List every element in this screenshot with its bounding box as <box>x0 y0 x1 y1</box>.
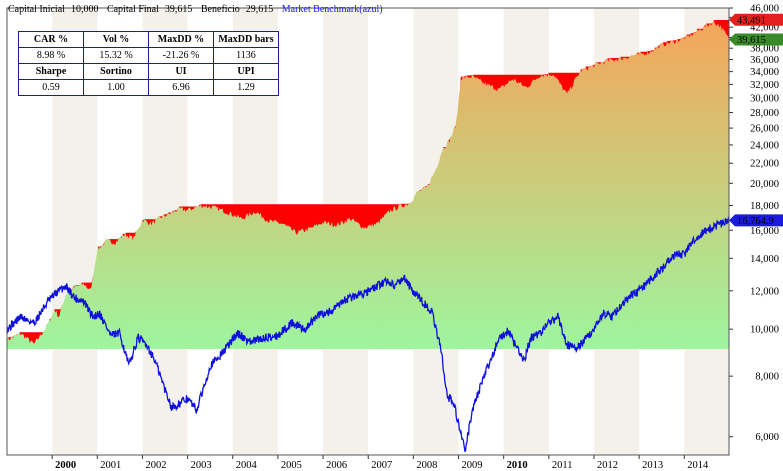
stat-label-maxdd: MaxDD % <box>148 31 214 48</box>
capital-inicial-value: 10,000 <box>70 4 99 15</box>
y-axis: 6,000 8,000 10,000 12,000 14,000 16,000 18,000… <box>729 4 779 443</box>
x-tick-label: 2001 <box>100 460 121 471</box>
peak-last-label-bg <box>729 13 783 26</box>
stat-label-sharpe: Sharpe <box>18 63 84 80</box>
x-tick-label: 2002 <box>145 460 166 471</box>
y-tick-label: 42,000 <box>750 23 779 34</box>
y-tick-label: 30,000 <box>750 93 779 104</box>
stat-value-ui: 6.96 <box>148 79 214 96</box>
summary-header: Capital Inicial 10,000 Capital Final 39,61… <box>8 4 389 15</box>
peak-last-label: 43,491 <box>737 15 766 26</box>
stat-label-maxdd-bars: MaxDD bars <box>213 31 279 48</box>
x-tick-label: 2005 <box>281 460 302 471</box>
x-tick-label: 2010 <box>507 460 528 471</box>
stat-value-maxdd: -21.26 % <box>148 47 214 64</box>
y-tick-label: 16,000 <box>750 226 779 237</box>
stat-value-sortino: 1.00 <box>83 79 149 96</box>
y-tick-label: 32,000 <box>750 80 779 91</box>
y-tick-label: 6,000 <box>755 432 779 443</box>
x-tick-label: 2007 <box>371 460 392 471</box>
x-tick-label: 2012 <box>597 460 618 471</box>
y-tick-label: 20,000 <box>750 179 779 190</box>
x-tick-label: 2013 <box>642 460 663 471</box>
stat-label-vol: Vol % <box>83 31 149 48</box>
stat-label-upi: UPI <box>213 63 279 80</box>
x-tick-label: 2006 <box>326 460 347 471</box>
benchmark-line <box>7 216 729 453</box>
y-tick-label: 10,000 <box>750 325 779 336</box>
x-tick-label: 2000 <box>55 460 76 471</box>
y-tick-label: 14,000 <box>750 254 779 265</box>
capital-final-label: Capital Final <box>106 4 159 15</box>
y-tick-label: 36,000 <box>750 55 779 66</box>
stats-table: CAR % Vol % MaxDD % MaxDD bars 8.98 % 15… <box>18 31 279 96</box>
x-tick-label: 2009 <box>462 460 483 471</box>
x-tick-label: 2008 <box>416 460 437 471</box>
y-tick-label: 34,000 <box>750 67 779 78</box>
y-tick-label: 24,000 <box>750 140 779 151</box>
beneficio-label: Beneficio <box>200 4 240 15</box>
y-tick-label: 38,000 <box>750 44 779 55</box>
y-tick-label: 26,000 <box>750 124 779 135</box>
stat-value-maxdd-bars: 1136 <box>213 47 279 64</box>
plot-area <box>7 20 729 453</box>
stat-label-ui: UI <box>148 63 214 80</box>
plot-frame <box>6 7 730 456</box>
stat-value-car: 8.98 % <box>18 47 84 64</box>
y-tick-label: 8,000 <box>755 372 779 383</box>
y-tick-label: 46,000 <box>750 4 779 15</box>
benchmark-last-label: 16,764.9 <box>737 216 774 227</box>
capital-final-value: 39,615 <box>164 4 193 15</box>
beneficio-value: 29,615 <box>245 4 274 15</box>
equity-last-label-bg <box>729 33 783 46</box>
y-tick-label: 12,000 <box>750 286 779 297</box>
benchmark-last-label-bg <box>729 214 783 227</box>
equity-last-label: 39,615 <box>737 35 766 46</box>
x-tick-label: 2014 <box>687 460 709 471</box>
y-tick-label: 28,000 <box>750 108 779 119</box>
stat-value-vol: 15.32 % <box>83 47 149 64</box>
stat-label-sortino: Sortino <box>83 63 149 80</box>
x-tick-label: 2004 <box>236 460 258 471</box>
x-axis: 2000 2001 2002 2003 2004 2005 2006 2007 2008 2009… <box>51 455 709 471</box>
equity-area-fill <box>7 20 729 350</box>
stat-label-car: CAR % <box>18 31 84 48</box>
x-tick-label: 2011 <box>552 460 573 471</box>
y-tick-label: 18,000 <box>750 201 779 212</box>
x-tick-label: 2003 <box>191 460 212 471</box>
last-value-labels: 43,491 39,615 16,764.9 <box>729 13 783 227</box>
stat-value-sharpe: 0.59 <box>18 79 84 96</box>
stat-value-upi: 1.29 <box>213 79 279 96</box>
benchmark-legend: Market Benchmark(azul) <box>281 4 383 15</box>
y-tick-label: 22,000 <box>750 159 779 170</box>
capital-inicial-label: Capital Inicial <box>8 4 65 15</box>
